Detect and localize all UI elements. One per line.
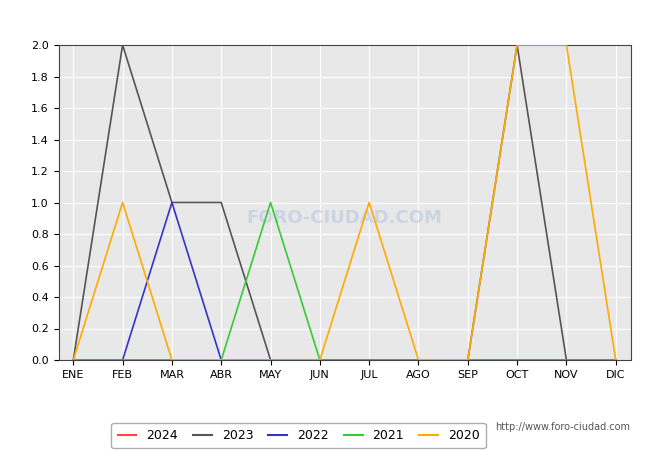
Text: FORO-CIUDAD.COM: FORO-CIUDAD.COM xyxy=(246,209,443,227)
Legend: 2024, 2023, 2022, 2021, 2020: 2024, 2023, 2022, 2021, 2020 xyxy=(112,423,486,448)
Text: http://www.foro-ciudad.com: http://www.foro-ciudad.com xyxy=(495,422,630,432)
Text: Matriculaciones de Vehiculos en Colldejou: Matriculaciones de Vehiculos en Colldejo… xyxy=(151,11,499,29)
